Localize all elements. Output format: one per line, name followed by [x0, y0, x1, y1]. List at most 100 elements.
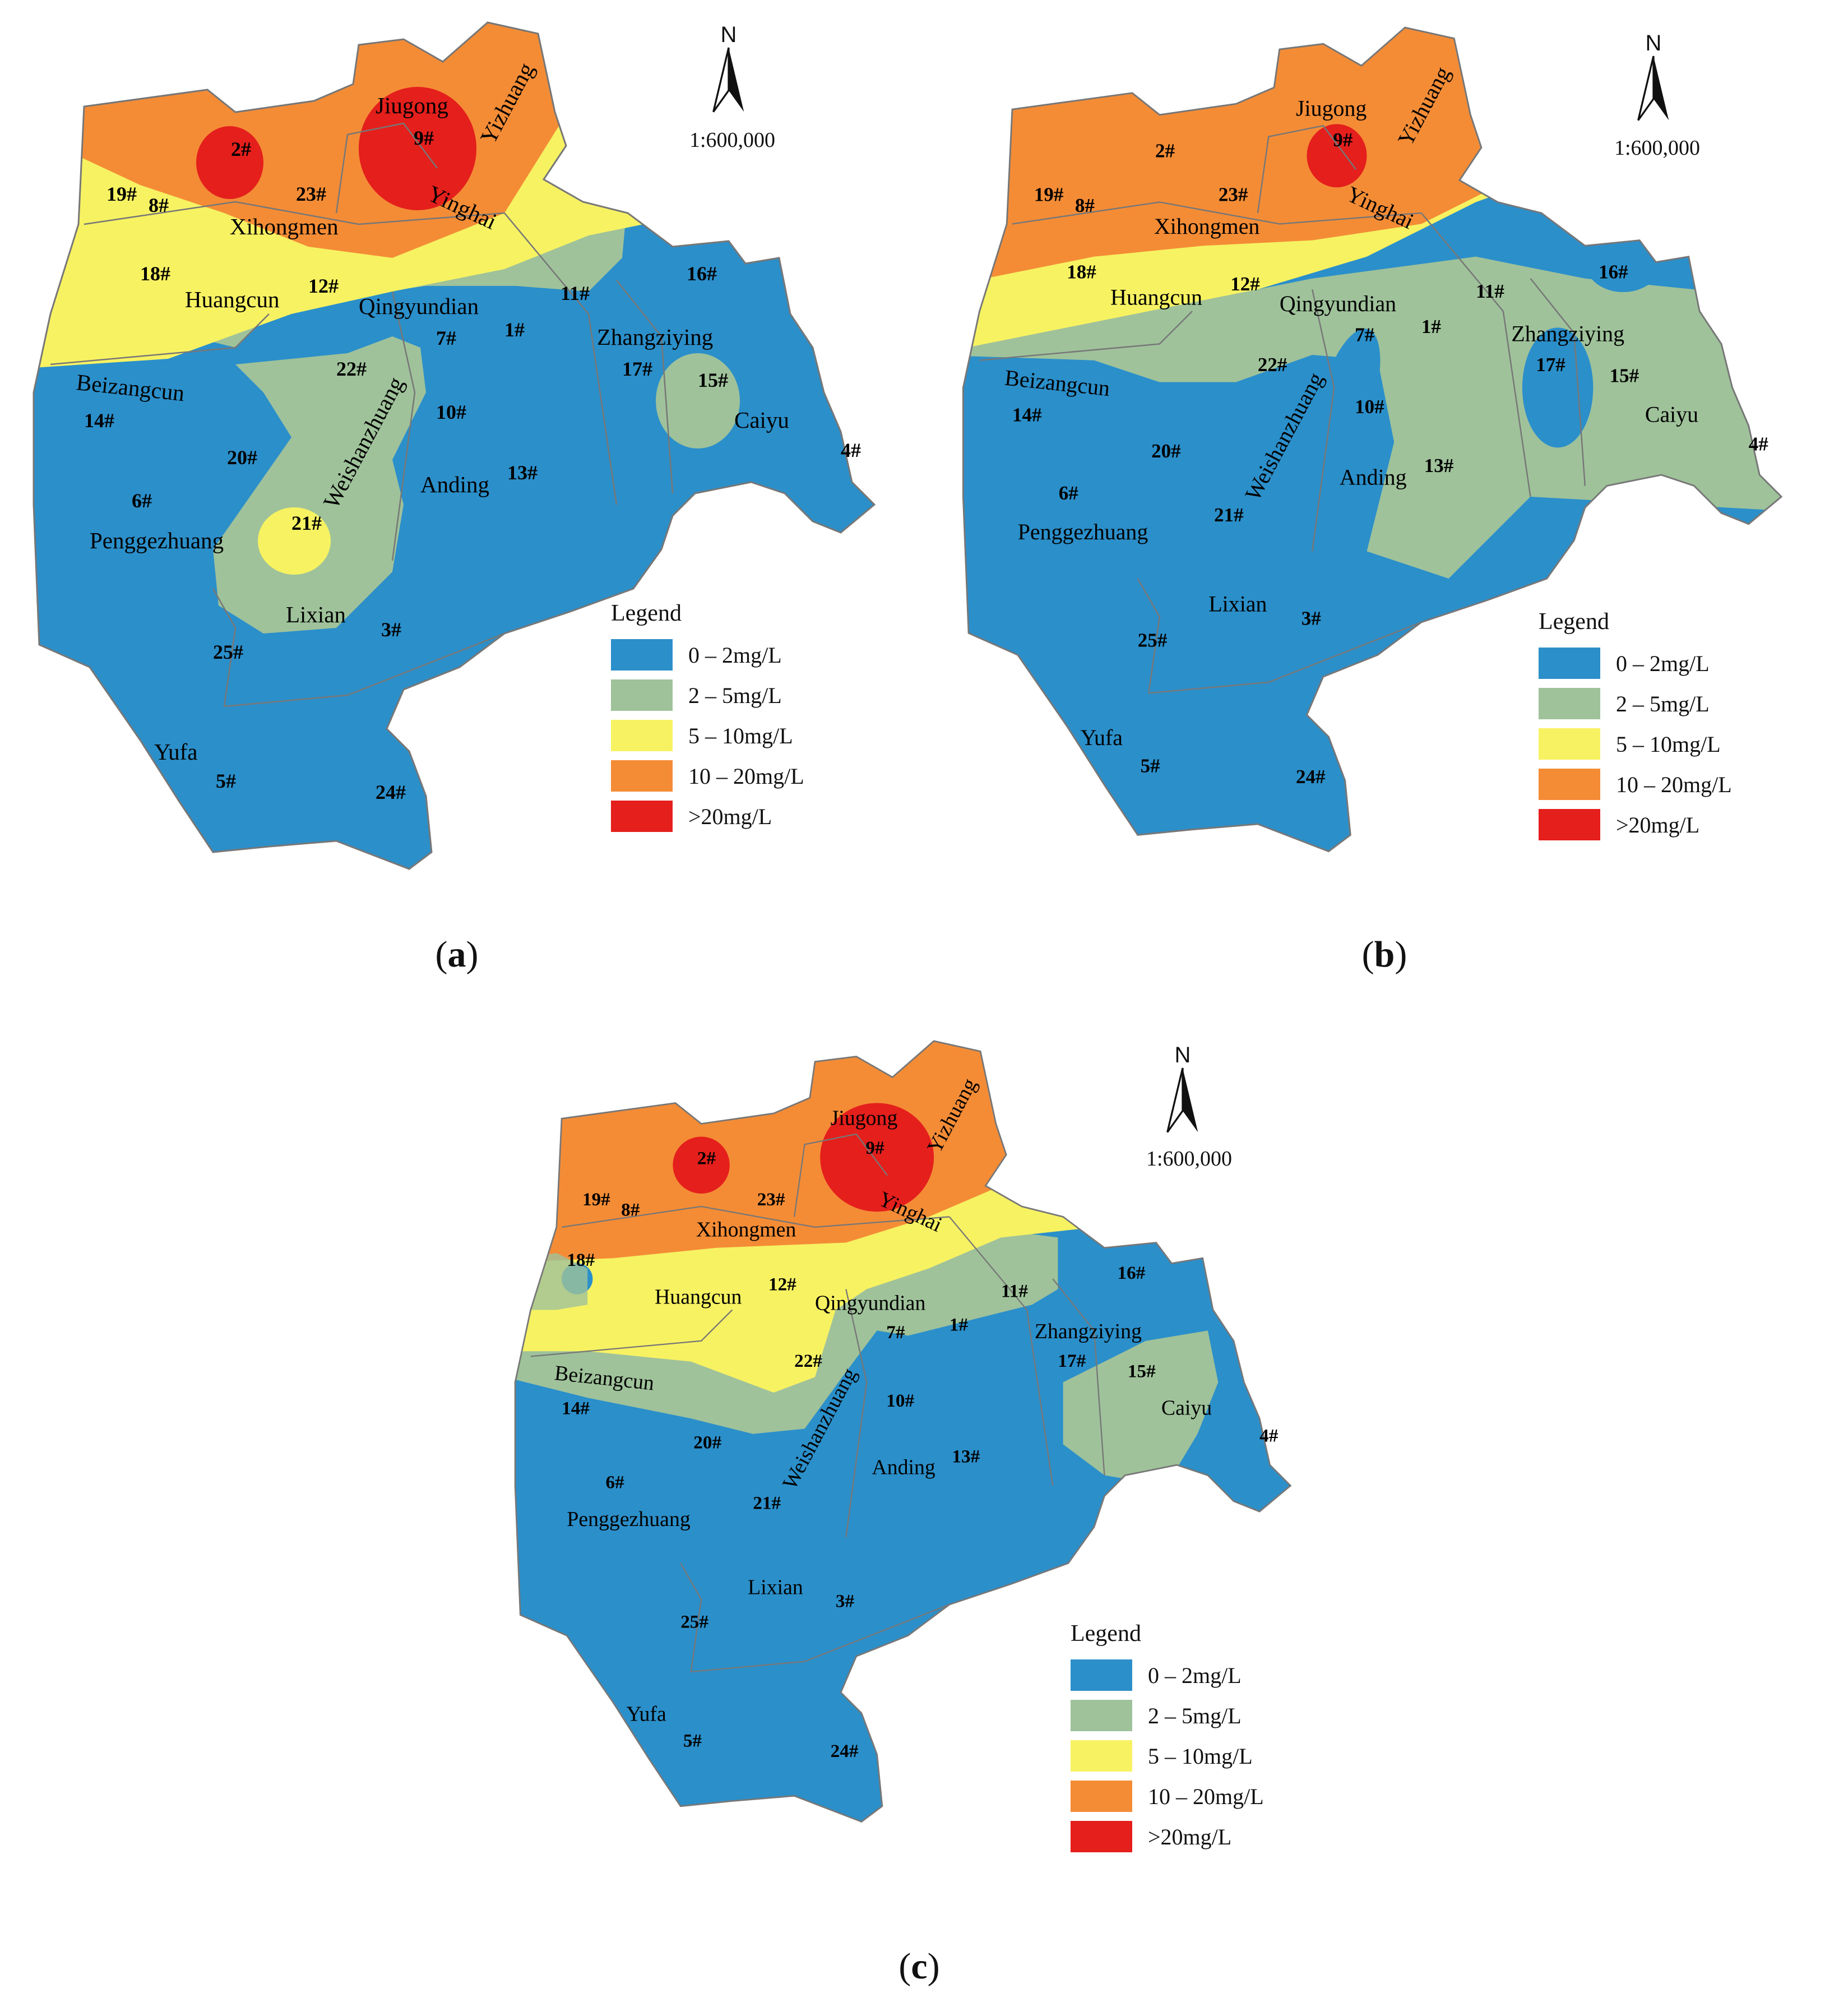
site-16: 16#: [687, 262, 717, 285]
site-22: 22#: [794, 1351, 822, 1371]
site-20: 20#: [693, 1432, 721, 1453]
site-18: 18#: [140, 262, 170, 285]
place-anding: Anding: [872, 1456, 935, 1479]
site-24: 24#: [831, 1741, 859, 1761]
north-arrow-icon: [1637, 56, 1669, 121]
site-8: 8#: [621, 1200, 640, 1220]
site-12: 12#: [308, 275, 339, 297]
place-penggezhuang: Penggezhuang: [90, 528, 224, 553]
legend-swatch: [1539, 769, 1600, 800]
site-5: 5#: [1141, 755, 1161, 776]
place-yufa: Yufa: [1081, 725, 1123, 750]
place-zhangziying: Zhangziying: [1511, 321, 1624, 346]
site-8: 8#: [149, 194, 169, 216]
site-17: 17#: [622, 358, 652, 380]
site-23: 23#: [296, 183, 326, 205]
map-b-svg: Jiugong Yizhuang Yinghai Xihongmen Huang…: [962, 26, 1783, 853]
site-7: 7#: [886, 1322, 905, 1343]
place-yufa: Yufa: [626, 1703, 666, 1726]
site-6: 6#: [1059, 482, 1079, 504]
legend-swatch: [1539, 728, 1600, 760]
legend-swatch: [611, 760, 673, 792]
site-16: 16#: [1599, 261, 1628, 283]
site-6: 6#: [132, 489, 152, 512]
site-5: 5#: [216, 770, 236, 792]
legend-item: 5 – 10mg/L: [1539, 724, 1732, 764]
site-22: 22#: [1258, 354, 1287, 376]
place-qingyundian: Qingyundian: [359, 293, 479, 319]
site-7: 7#: [1355, 324, 1375, 346]
site-9: 9#: [1333, 129, 1353, 151]
site-6: 6#: [606, 1472, 625, 1493]
place-jiugong: Jiugong: [376, 93, 448, 118]
place-penggezhuang: Penggezhuang: [567, 1508, 691, 1531]
site-19: 19#: [582, 1189, 610, 1210]
place-lixian: Lixian: [1208, 591, 1267, 616]
site-11: 11#: [1476, 280, 1504, 302]
legend-item: 10 – 20mg/L: [1071, 1776, 1264, 1816]
map-c-svg: Jiugong Yizhuang Yinghai Xihongmen Huang…: [514, 1040, 1292, 1823]
site-3: 3#: [1301, 608, 1322, 630]
place-caiyu: Caiyu: [1645, 402, 1698, 427]
legend-item: 5 – 10mg/L: [611, 715, 804, 756]
legend-title: Legend: [611, 600, 682, 626]
north-arrow-c: N: [1149, 1043, 1216, 1138]
site-9: 9#: [414, 127, 434, 149]
site-18: 18#: [1067, 261, 1096, 283]
site-13: 13#: [507, 461, 538, 484]
place-anding: Anding: [1340, 465, 1407, 490]
site-4: 4#: [1259, 1426, 1279, 1446]
site-16: 16#: [1118, 1263, 1146, 1283]
legend-swatch: [1071, 1659, 1132, 1691]
site-24: 24#: [1296, 766, 1326, 788]
scale-text-a: 1:600,000: [689, 128, 776, 152]
site-23: 23#: [757, 1189, 785, 1210]
legend-item: >20mg/L: [1071, 1816, 1264, 1857]
site-2: 2#: [1155, 140, 1175, 162]
site-11: 11#: [561, 282, 590, 304]
legend-swatch: [1071, 1781, 1132, 1812]
site-2: 2#: [697, 1148, 716, 1168]
site-17: 17#: [1536, 354, 1565, 376]
place-xihongmen: Xihongmen: [696, 1218, 796, 1241]
north-arrow-a: N: [695, 22, 762, 118]
place-caiyu: Caiyu: [1161, 1397, 1212, 1420]
scale-text-c: 1:600,000: [1146, 1147, 1233, 1171]
place-xihongmen: Xihongmen: [230, 214, 339, 239]
legend-swatch: [1071, 1740, 1132, 1772]
legend-title: Legend: [1539, 609, 1609, 635]
site-24: 24#: [376, 781, 406, 803]
site-19: 19#: [106, 183, 137, 205]
place-caiyu: Caiyu: [734, 407, 789, 433]
site-20: 20#: [227, 446, 257, 469]
site-labels: 1# 2# 3# 4# 5# 6# 7# 8# 9# 10# 11# 12# 1…: [84, 127, 861, 803]
map-panel-c: Jiugong Yizhuang Yinghai Xihongmen Huang…: [460, 1020, 1379, 1973]
legend-item: >20mg/L: [611, 796, 804, 836]
north-arrow-b: N: [1620, 31, 1687, 126]
legend-item: >20mg/L: [1539, 804, 1732, 845]
place-qingyundian: Qingyundian: [815, 1291, 925, 1315]
site-17: 17#: [1058, 1351, 1086, 1371]
site-15: 15#: [1128, 1361, 1156, 1381]
legend-item: 0 – 2mg/L: [1539, 643, 1732, 683]
place-huangcun: Huangcun: [185, 286, 280, 312]
site-4: 4#: [841, 439, 861, 461]
site-13: 13#: [1424, 455, 1454, 477]
site-25: 25#: [213, 641, 243, 663]
site-21: 21#: [291, 512, 322, 534]
site-13: 13#: [952, 1446, 980, 1467]
site-25: 25#: [1138, 630, 1168, 651]
place-zhangziying: Zhangziying: [1035, 1320, 1142, 1343]
site-14: 14#: [84, 409, 114, 432]
site-10: 10#: [436, 401, 466, 423]
site-1: 1#: [504, 318, 525, 341]
site-15: 15#: [698, 369, 728, 391]
site-labels: 1# 2# 3# 4# 5# 6# 7# 8# 9# 10# 11# 12# 1…: [562, 1138, 1279, 1761]
scale-text-b: 1:600,000: [1614, 136, 1701, 160]
site-21: 21#: [753, 1493, 781, 1514]
site-15: 15#: [1610, 365, 1639, 387]
legend-swatch: [1071, 1821, 1132, 1852]
site-12: 12#: [768, 1274, 796, 1294]
legend-a: Legend 0 – 2mg/L 2 – 5mg/L 5 – 10mg/L 10…: [611, 600, 804, 836]
place-xihongmen: Xihongmen: [1154, 214, 1259, 239]
